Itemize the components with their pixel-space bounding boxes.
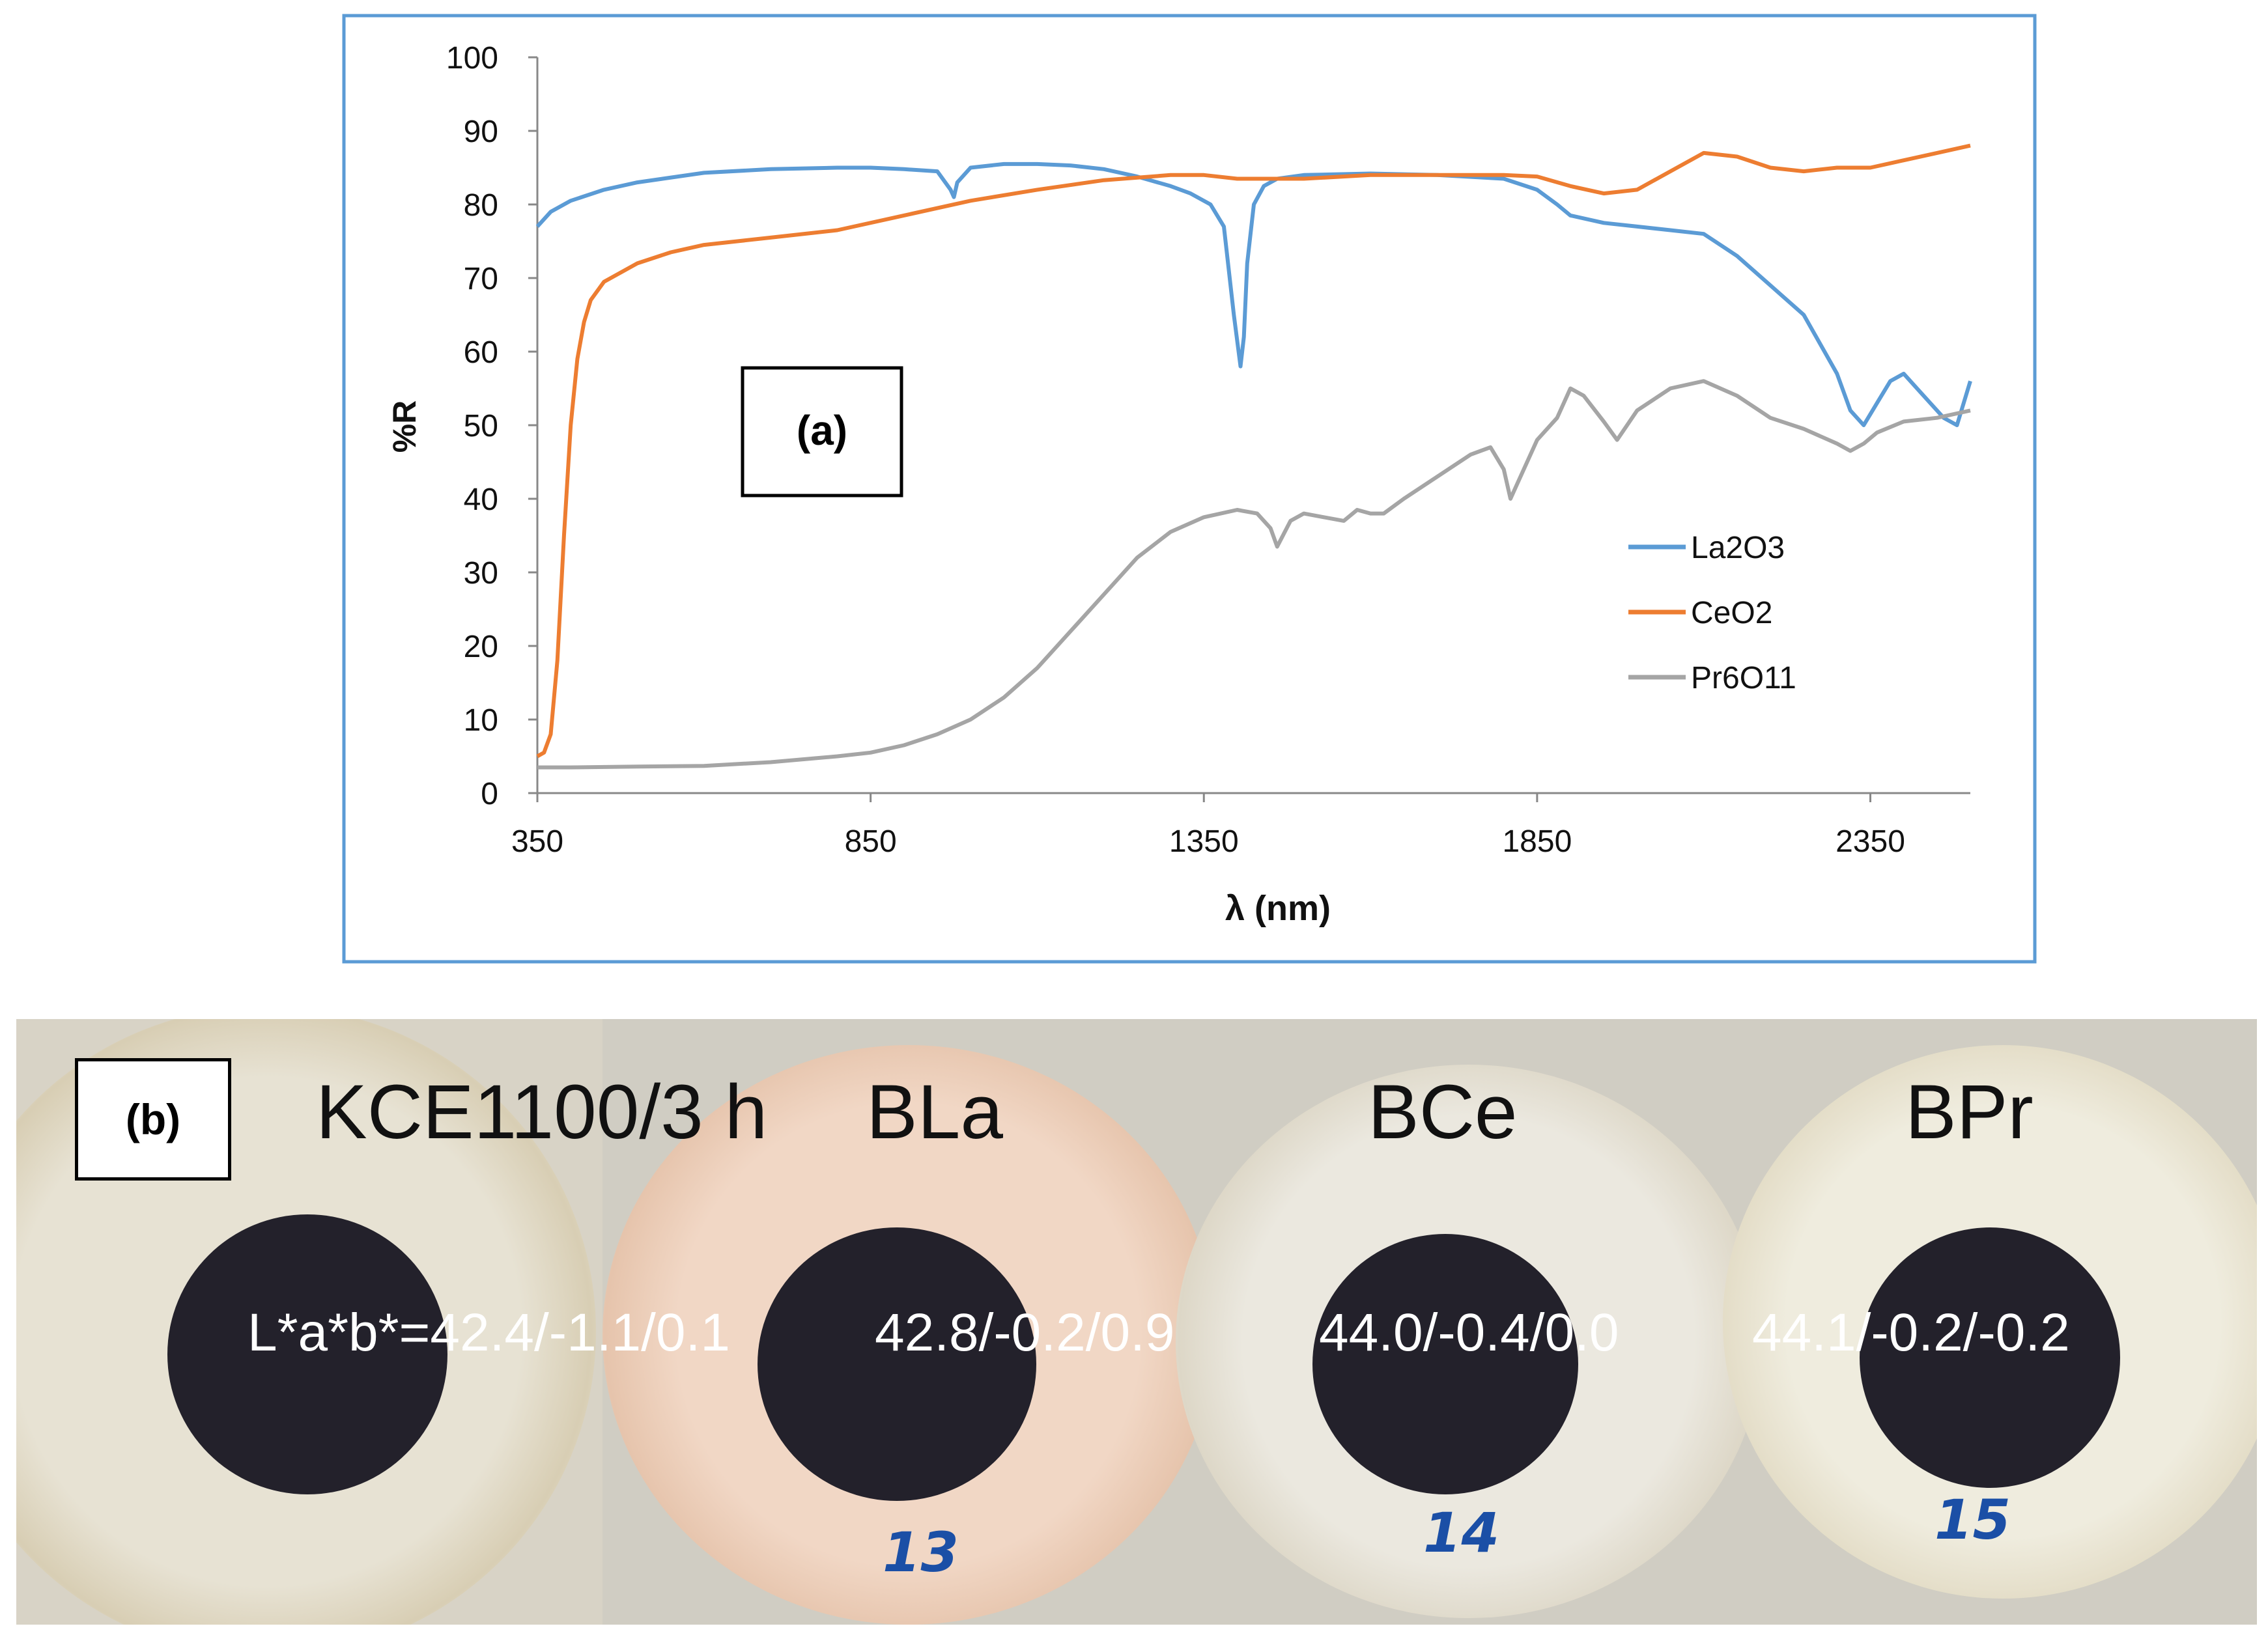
x-tick-label: 2350 bbox=[1836, 824, 1905, 859]
panel-b-label: (b) bbox=[75, 1058, 231, 1181]
lab-value-2: 42.8/-0.2/0.9 bbox=[875, 1303, 1175, 1362]
dish-number-3: 14 bbox=[1423, 1501, 1499, 1565]
panel-a-label: (a) bbox=[797, 407, 847, 454]
sample-title-2: BLa bbox=[866, 1069, 1003, 1155]
y-tick-label: 10 bbox=[464, 703, 498, 738]
legend-label-Pr6O11: Pr6O11 bbox=[1691, 661, 1796, 695]
x-axis: 350 850 1350 1850 2350 bbox=[511, 793, 1905, 859]
y-tick-label: 40 bbox=[464, 483, 498, 517]
y-axis: 0 10 20 30 40 50 60 70 80 90 100 bbox=[446, 41, 537, 811]
x-tick-label: 1850 bbox=[1502, 824, 1572, 859]
chart-frame bbox=[342, 14, 2037, 964]
legend-label-CeO2: CeO2 bbox=[1691, 596, 1772, 630]
x-tick-label: 850 bbox=[845, 824, 897, 859]
sample-disc-3 bbox=[1312, 1234, 1578, 1494]
y-tick-label: 50 bbox=[464, 409, 498, 443]
series-line-La2O3 bbox=[535, 161, 1972, 427]
x-tick-label: 350 bbox=[511, 824, 563, 859]
legend-label-La2O3: La2O3 bbox=[1691, 531, 1785, 565]
sample-disc-2 bbox=[758, 1227, 1036, 1501]
y-tick-label: 30 bbox=[464, 556, 498, 591]
y-tick-label: 0 bbox=[481, 777, 498, 811]
y-tick-label: 70 bbox=[464, 262, 498, 296]
y-tick-label: 90 bbox=[464, 115, 498, 149]
sample-title-3: BCe bbox=[1368, 1069, 1518, 1155]
series-line-CeO2 bbox=[536, 143, 1971, 759]
series-line-Pr6O11 bbox=[537, 379, 1971, 770]
y-axis-label: %R bbox=[386, 400, 423, 453]
x-axis-label: λ (nm) bbox=[1225, 889, 1331, 928]
chart-legend: La2O3 CeO2 Pr6O11 bbox=[1628, 531, 1796, 695]
dish-number-2: 13 bbox=[883, 1520, 959, 1584]
sample-title-4: BPr bbox=[1905, 1069, 2034, 1155]
sample-disc-1 bbox=[167, 1214, 447, 1494]
lab-value-3: 44.0/-0.4/0.0 bbox=[1319, 1303, 1619, 1362]
chart-svg: 0 10 20 30 40 50 60 70 80 90 100 350 850 1350 1850 235… bbox=[342, 14, 2037, 964]
x-tick-label: 1350 bbox=[1169, 824, 1239, 859]
series-layer bbox=[535, 143, 1972, 770]
panel-b-photo: 13 14 15 (b) KCE1100/3 h BLa BCe BPr L*a… bbox=[16, 1019, 2257, 1625]
y-tick-label: 60 bbox=[464, 335, 498, 370]
lab-value-4: 44.1/-0.2/-0.2 bbox=[1752, 1303, 2070, 1362]
panel-a-reflectance-chart: 0 10 20 30 40 50 60 70 80 90 100 350 850 1350 1850 235… bbox=[342, 14, 2037, 964]
sample-disc-4 bbox=[1860, 1227, 2120, 1488]
y-tick-label: 20 bbox=[464, 630, 498, 664]
sample-title-1: KCE1100/3 h bbox=[316, 1069, 768, 1155]
y-tick-label: 100 bbox=[446, 41, 498, 76]
panel-a-badge bbox=[741, 366, 903, 497]
y-tick-label: 80 bbox=[464, 188, 498, 223]
dish-number-4: 15 bbox=[1935, 1488, 2011, 1552]
lab-value-1: L*a*b*=42.4/-1.1/0.1 bbox=[248, 1303, 730, 1362]
